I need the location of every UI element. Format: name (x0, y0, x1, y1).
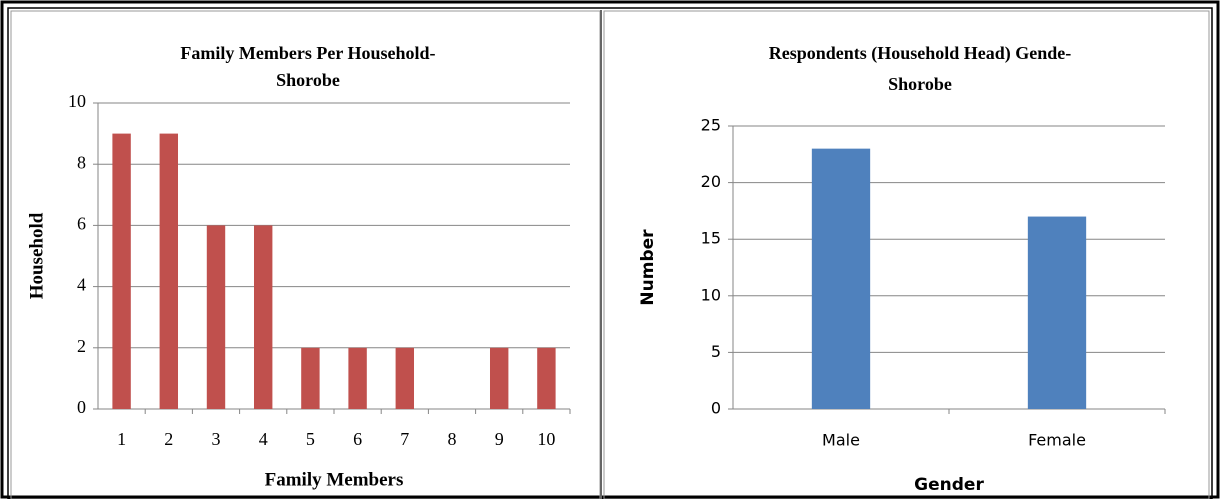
bar (348, 347, 367, 409)
panel-right (603, 10, 1210, 499)
x-tick-label: 3 (212, 429, 221, 449)
x-axis-label: Gender (914, 475, 984, 495)
inner-border (7, 7, 1213, 499)
y-tick-label: 2 (77, 336, 86, 356)
chart-title: Family Members Per Household- (180, 43, 435, 63)
y-tick-label: 25 (701, 116, 721, 135)
bar (159, 133, 179, 409)
bar (1027, 216, 1087, 409)
y-tick-label: 6 (77, 214, 86, 234)
x-tick-label: 7 (400, 429, 409, 449)
x-tick-label: 10 (537, 429, 555, 449)
x-tick-label: Male (822, 431, 860, 450)
bar (253, 225, 273, 409)
bar (489, 347, 509, 409)
chart-right: Respondents (Household Head) Gende- Shoro… (638, 43, 1166, 495)
chart-left: Family Members Per Household- Shorobe 0 2 4 6… (26, 43, 571, 490)
x-tick-label: 4 (259, 429, 268, 449)
x-tick-label: 2 (164, 429, 173, 449)
y-tick-label: 10 (701, 285, 721, 304)
y-tick-label: 20 (701, 172, 721, 191)
chart-title: Shorobe (276, 70, 340, 90)
y-axis-label: Number (638, 229, 658, 306)
bar (811, 148, 871, 409)
chart-title: Respondents (Household Head) Gende- (769, 43, 1072, 64)
y-axis-label: Household (26, 212, 47, 299)
x-tick-label: 1 (117, 429, 126, 449)
x-axis-label: Family Members (265, 469, 404, 490)
x-tick-label: Female (1028, 431, 1086, 450)
x-tick-label: 6 (353, 429, 362, 449)
y-tick-label: 15 (701, 229, 721, 248)
bar (112, 133, 131, 409)
x-tick-label: 8 (448, 429, 457, 449)
bar (206, 225, 226, 409)
x-tick-label: 5 (306, 429, 315, 449)
y-tick-label: 0 (77, 397, 86, 417)
y-tick-label: 10 (68, 91, 86, 111)
x-tick-label: 9 (495, 429, 504, 449)
y-tick-label: 4 (77, 275, 86, 295)
y-tick-label: 5 (711, 342, 721, 361)
y-tick-label: 8 (77, 152, 86, 172)
bar (537, 347, 556, 409)
y-tick-label: 0 (711, 399, 721, 418)
bar (301, 347, 320, 409)
chart-title: Shorobe (888, 74, 952, 94)
bar (395, 347, 415, 409)
